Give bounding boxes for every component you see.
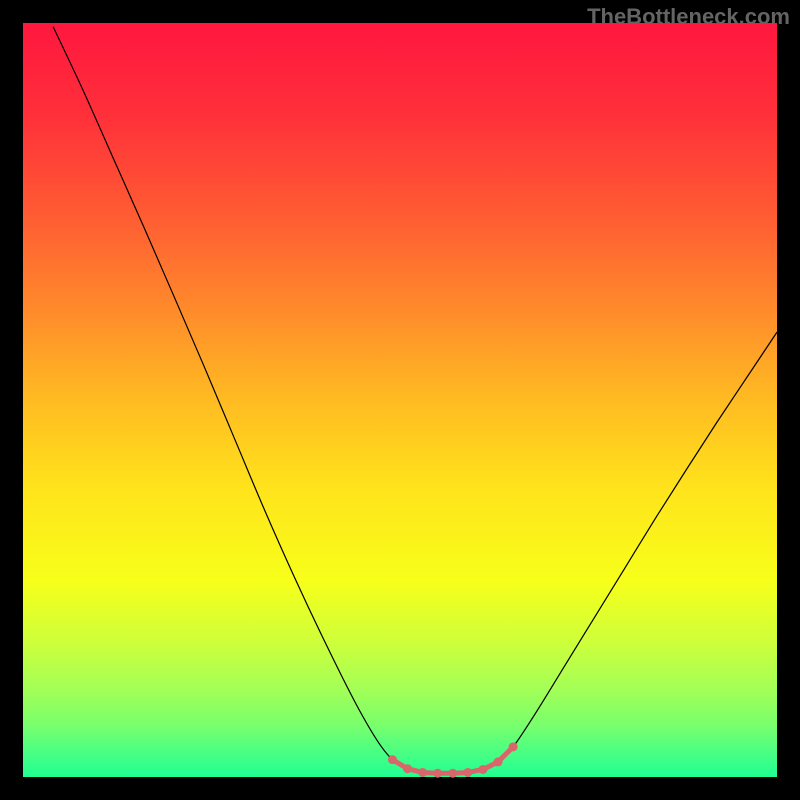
optimal-range-marker — [448, 769, 457, 778]
optimal-range-marker — [463, 768, 472, 777]
bottleneck-chart — [0, 0, 800, 800]
watermark-text: TheBottleneck.com — [587, 4, 790, 30]
optimal-range-marker — [509, 742, 518, 751]
optimal-range-marker — [494, 757, 503, 766]
optimal-range-marker — [388, 755, 397, 764]
optimal-range-marker — [478, 765, 487, 774]
optimal-range-marker — [403, 764, 412, 773]
optimal-range-marker — [433, 769, 442, 778]
optimal-range-marker — [418, 768, 427, 777]
